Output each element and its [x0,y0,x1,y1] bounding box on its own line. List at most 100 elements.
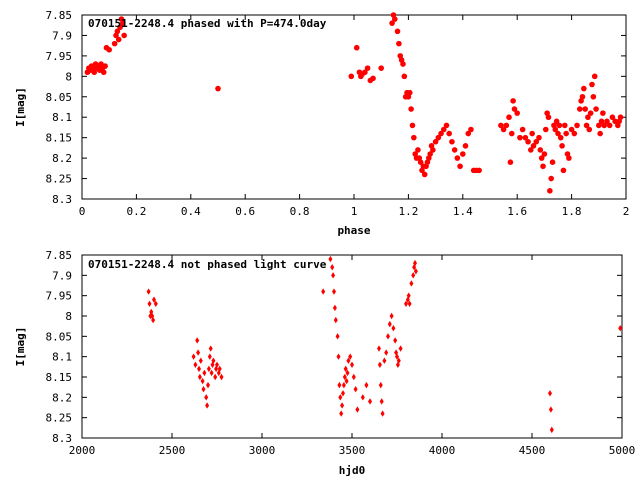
data-point [542,126,549,133]
data-point [427,151,433,157]
data-point [396,357,401,364]
data-point [506,114,512,121]
data-point [337,381,342,389]
data-point [500,126,507,133]
data-point [579,93,586,100]
data-point [395,353,399,360]
data-point [600,110,606,116]
data-point [409,280,414,287]
data-point [348,73,355,80]
y-tick-label: 8.3 [52,193,72,206]
data-point [548,175,554,182]
data-point [378,381,383,389]
data-point [117,24,123,31]
data-point [510,98,516,104]
data-point [553,118,560,125]
data-point [548,406,553,413]
data-point [205,402,210,409]
data-point [514,110,520,116]
data-point [340,402,345,409]
data-point [401,73,408,80]
data-series [84,12,624,194]
data-point [330,264,335,271]
data-point [208,345,213,352]
y-tick-label: 7.85 [46,9,73,22]
x-tick-label: 1 [351,205,358,218]
data-point [555,130,561,137]
data-point [201,386,206,393]
data-point [438,130,444,137]
data-point [204,394,209,401]
data-point [197,365,201,373]
data-point [120,20,126,26]
data-point [511,106,518,112]
data-point [384,349,389,356]
y-tick-label: 8.2 [52,152,72,165]
data-point [568,126,575,133]
data-point [538,155,545,161]
data-point [537,147,544,153]
chart-title: 070151-2248.4 phased with P=474.0day [88,17,327,30]
data-point [435,134,442,141]
data-point [197,373,202,381]
data-point [559,143,565,149]
data-point [498,122,504,129]
data-point [519,126,526,133]
data-point [443,122,450,129]
data-point [387,320,392,328]
data-point [191,353,196,360]
data-point [398,345,403,352]
data-point [106,46,112,53]
data-point [332,288,336,295]
data-point [408,106,414,112]
data-point [576,106,583,112]
data-point [530,143,537,149]
data-point [517,134,523,141]
data-point [382,357,387,364]
data-point [215,361,219,368]
data-point [446,130,453,137]
data-point [528,147,534,153]
data-point [549,426,554,434]
data-point [522,134,529,141]
data-point [335,333,340,340]
data-point [386,333,390,340]
data-point [355,406,360,413]
data-point [344,377,349,385]
data-point [115,36,122,43]
data-point [360,394,365,401]
x-tick-label: 4000 [429,444,456,457]
data-point [196,349,201,356]
data-point [378,65,385,71]
x-tick-label: 2000 [69,444,96,457]
data-point [328,255,333,263]
y-tick-label: 8.25 [46,173,73,186]
chart-panel-1: 0 0.2 0.4 0.6 0.8 1 1.2 1.4 1.6 1.8 2 7.85 7.9 7.95 8 8… [14,9,629,237]
data-point [343,365,348,373]
data-point [111,40,118,47]
data-point [346,357,351,364]
data-point [548,390,552,397]
data-point [353,386,358,393]
x-tick-label: 3000 [249,444,276,457]
data-point [566,155,572,161]
data-point [562,122,568,129]
data-point [596,122,602,129]
data-point [345,369,350,377]
y-tick-label: 8.2 [52,391,72,404]
data-point [465,130,472,137]
data-point [195,337,200,344]
y-tick-label: 8.15 [46,132,73,145]
data-point [586,126,593,133]
data-point [406,292,411,299]
data-point [589,81,595,88]
data-point [460,151,466,157]
y-tick-label: 8.15 [46,371,73,384]
data-point [571,130,578,137]
data-point [540,163,546,170]
data-point [146,288,151,295]
data-point [342,373,347,381]
y-axis-title: I[mag] [14,327,27,367]
data-point [394,28,401,35]
